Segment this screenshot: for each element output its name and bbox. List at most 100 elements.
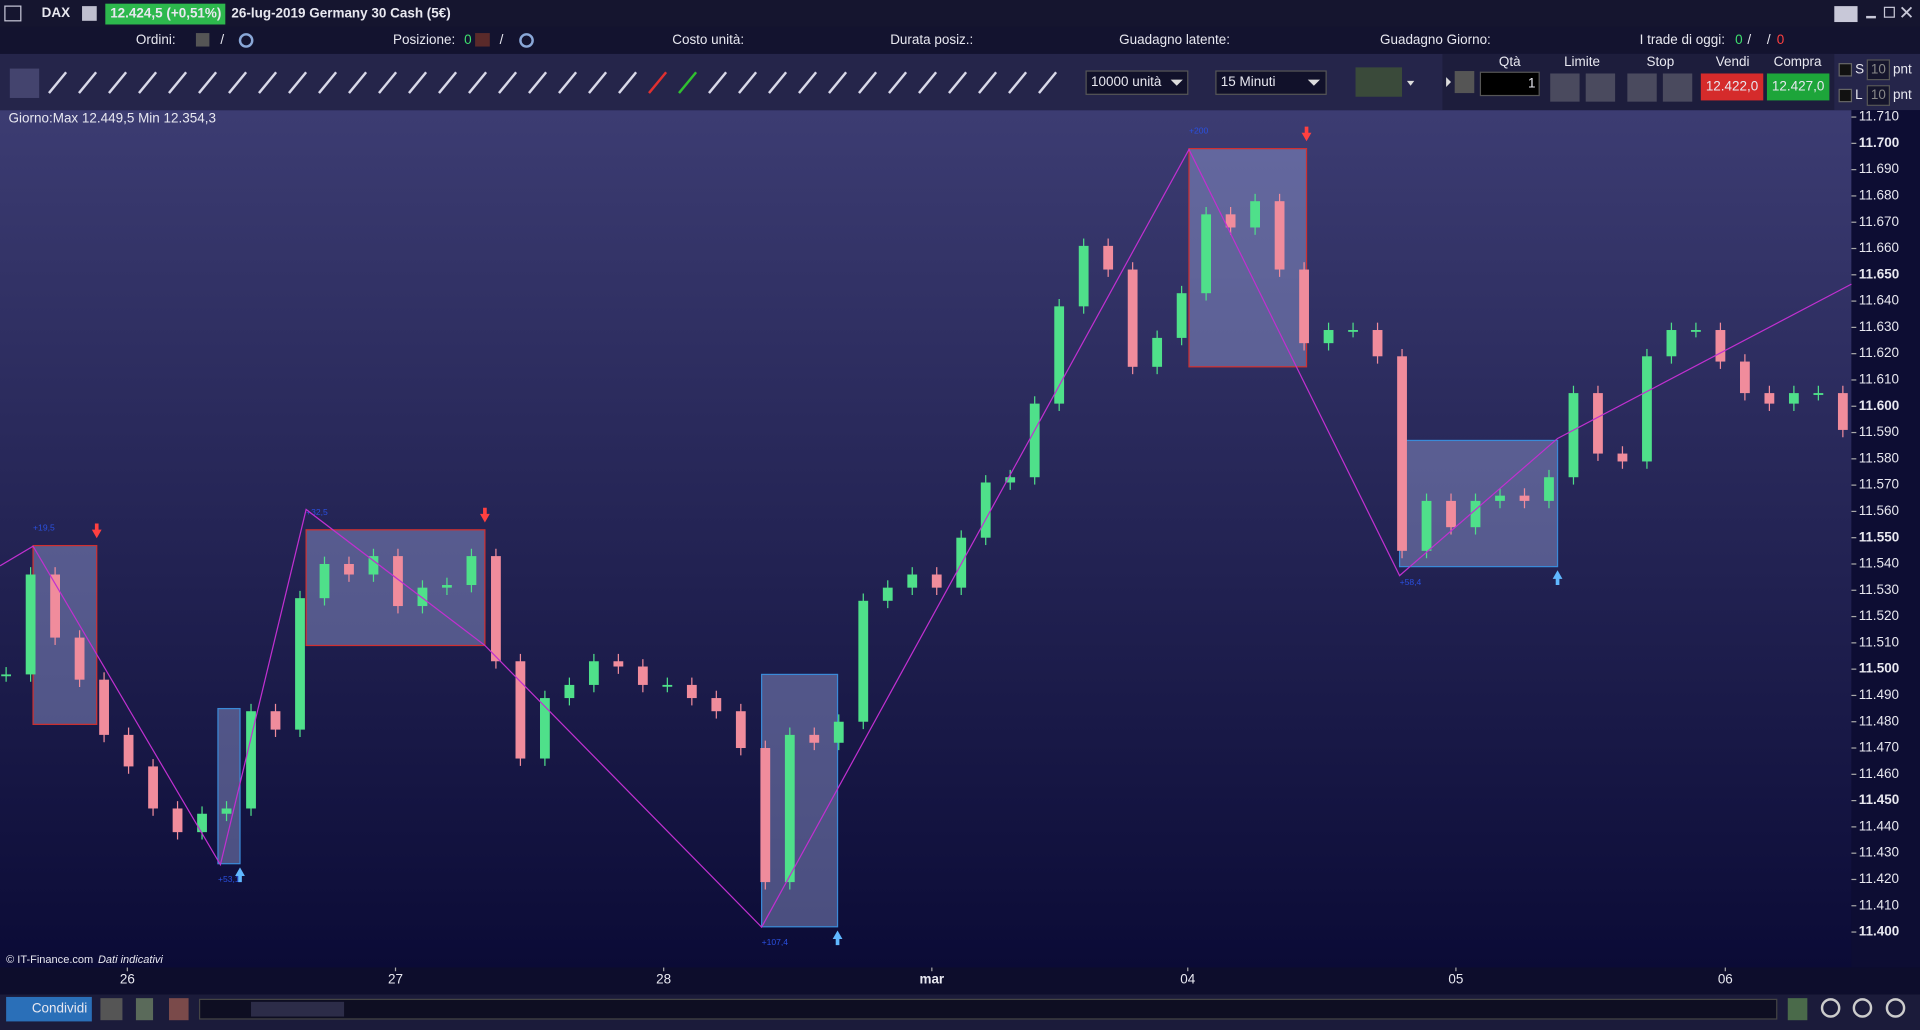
y-tick-label: 11.440 <box>1859 818 1899 833</box>
candle <box>221 808 232 814</box>
tool-icon[interactable] <box>378 71 398 94</box>
tool-icon[interactable] <box>168 71 188 94</box>
tool-icon[interactable] <box>858 71 878 94</box>
s-checkbox[interactable] <box>1838 63 1853 77</box>
panel-toggle[interactable] <box>1446 77 1452 87</box>
quote-box <box>105 3 226 25</box>
timeframe[interactable]: 15 Minuti <box>1221 74 1276 89</box>
position-settings[interactable] <box>519 33 534 48</box>
y-tick-label: 11.510 <box>1859 634 1899 649</box>
orders-icon[interactable] <box>195 33 210 47</box>
stop-label: Stop <box>1647 54 1675 69</box>
tool-icon[interactable] <box>528 71 548 94</box>
tool-icon[interactable] <box>1008 71 1028 94</box>
tool-icon[interactable] <box>708 71 728 94</box>
l-value[interactable]: 10 <box>1871 87 1886 102</box>
tool-icon[interactable] <box>738 71 758 94</box>
l-input[interactable] <box>1866 85 1891 106</box>
y-tick-label: 11.520 <box>1859 608 1899 623</box>
tool-icon[interactable] <box>168 998 189 1021</box>
tool-icon[interactable] <box>828 71 848 94</box>
tool-icon[interactable] <box>108 71 128 94</box>
candle <box>1568 393 1579 478</box>
tool-icon[interactable] <box>918 71 938 94</box>
tool-icon[interactable] <box>1038 71 1058 94</box>
tool-icon[interactable] <box>258 71 278 94</box>
l-unit: pnt <box>1893 87 1912 102</box>
l-label: L <box>1855 87 1863 102</box>
sell-price[interactable]: 12.422,0 <box>1706 79 1758 94</box>
orders-settings[interactable] <box>238 33 254 48</box>
limit-sell[interactable] <box>1585 73 1616 102</box>
scrollbar[interactable] <box>198 998 1778 1020</box>
tool-icon[interactable] <box>498 71 518 94</box>
timeframe-dropdown[interactable] <box>1215 70 1327 95</box>
minimize[interactable] <box>1866 15 1876 19</box>
quantity-units[interactable]: 10000 unità <box>1091 74 1162 89</box>
sell-button[interactable] <box>1700 73 1764 101</box>
tool-icon[interactable] <box>198 71 218 94</box>
tool-icon[interactable] <box>978 71 998 94</box>
tool-icon[interactable] <box>888 71 908 94</box>
share-label[interactable]: Condividi <box>32 1001 87 1016</box>
stop-sell[interactable] <box>1662 73 1693 102</box>
y-tick-label: 11.420 <box>1859 871 1899 886</box>
zoom-fit[interactable] <box>1820 998 1841 1018</box>
tool-icon[interactable] <box>588 71 608 94</box>
candle <box>1544 477 1554 501</box>
tool-icon[interactable] <box>228 71 248 94</box>
tool-icon[interactable] <box>78 71 98 94</box>
zoom-in[interactable] <box>1885 998 1906 1018</box>
l-checkbox[interactable] <box>1838 88 1853 103</box>
candle <box>344 563 354 575</box>
chart-area[interactable] <box>0 110 1852 968</box>
close-position-icon[interactable] <box>475 33 490 47</box>
trade-box <box>32 544 98 725</box>
symbol-list-icon[interactable] <box>82 6 97 21</box>
zoom-out[interactable] <box>1852 998 1873 1018</box>
limit-buy[interactable] <box>1550 73 1580 102</box>
qty-input[interactable] <box>1479 71 1540 97</box>
candle <box>637 666 648 685</box>
tool-icon[interactable] <box>468 71 488 94</box>
candle <box>1715 330 1726 362</box>
tool-icon[interactable] <box>48 71 68 94</box>
indicator-button[interactable] <box>1355 67 1403 97</box>
tool-icon[interactable] <box>408 71 428 94</box>
tool-icon[interactable] <box>768 71 788 94</box>
s-input[interactable] <box>1866 59 1891 81</box>
settings-icon[interactable] <box>1454 71 1475 94</box>
buy-button[interactable] <box>1766 73 1830 101</box>
tool-icon[interactable] <box>438 71 458 94</box>
keyboard-icon[interactable] <box>1834 6 1858 23</box>
tool-icon[interactable] <box>288 71 308 94</box>
share-button[interactable] <box>6 996 92 1022</box>
scroll-thumb[interactable] <box>251 1001 345 1017</box>
symbol[interactable]: DAX <box>42 5 70 20</box>
tool-icon[interactable] <box>948 71 968 94</box>
close[interactable] <box>1900 6 1913 18</box>
tool-icon[interactable] <box>348 71 368 94</box>
candle <box>270 711 281 730</box>
tool-icon[interactable] <box>648 71 668 94</box>
tool-icon[interactable] <box>135 998 154 1021</box>
tool-icon[interactable] <box>318 71 338 94</box>
qty-value[interactable]: 1 <box>1528 75 1535 90</box>
cursor-tool[interactable] <box>9 68 40 98</box>
quantity-dropdown[interactable] <box>1085 70 1189 95</box>
info-bar <box>0 26 1920 54</box>
tool-icon[interactable] <box>678 71 698 94</box>
tool-icon[interactable] <box>798 71 818 94</box>
tool-icon[interactable] <box>138 71 158 94</box>
buy-price[interactable]: 12.427,0 <box>1772 79 1824 94</box>
restore[interactable] <box>1883 6 1895 18</box>
instrument: 26-lug-2019 Germany 30 Cash (5€) <box>231 6 450 21</box>
s-value[interactable]: 10 <box>1871 61 1886 76</box>
tool-icon[interactable] <box>558 71 578 94</box>
stop-buy[interactable] <box>1627 73 1657 102</box>
zoom-icon[interactable] <box>1787 998 1808 1021</box>
tool-icon[interactable] <box>618 71 638 94</box>
tool-icon[interactable] <box>100 998 123 1021</box>
day-range: Giorno:Max 12.449,5 Min 12.354,3 <box>9 110 216 125</box>
